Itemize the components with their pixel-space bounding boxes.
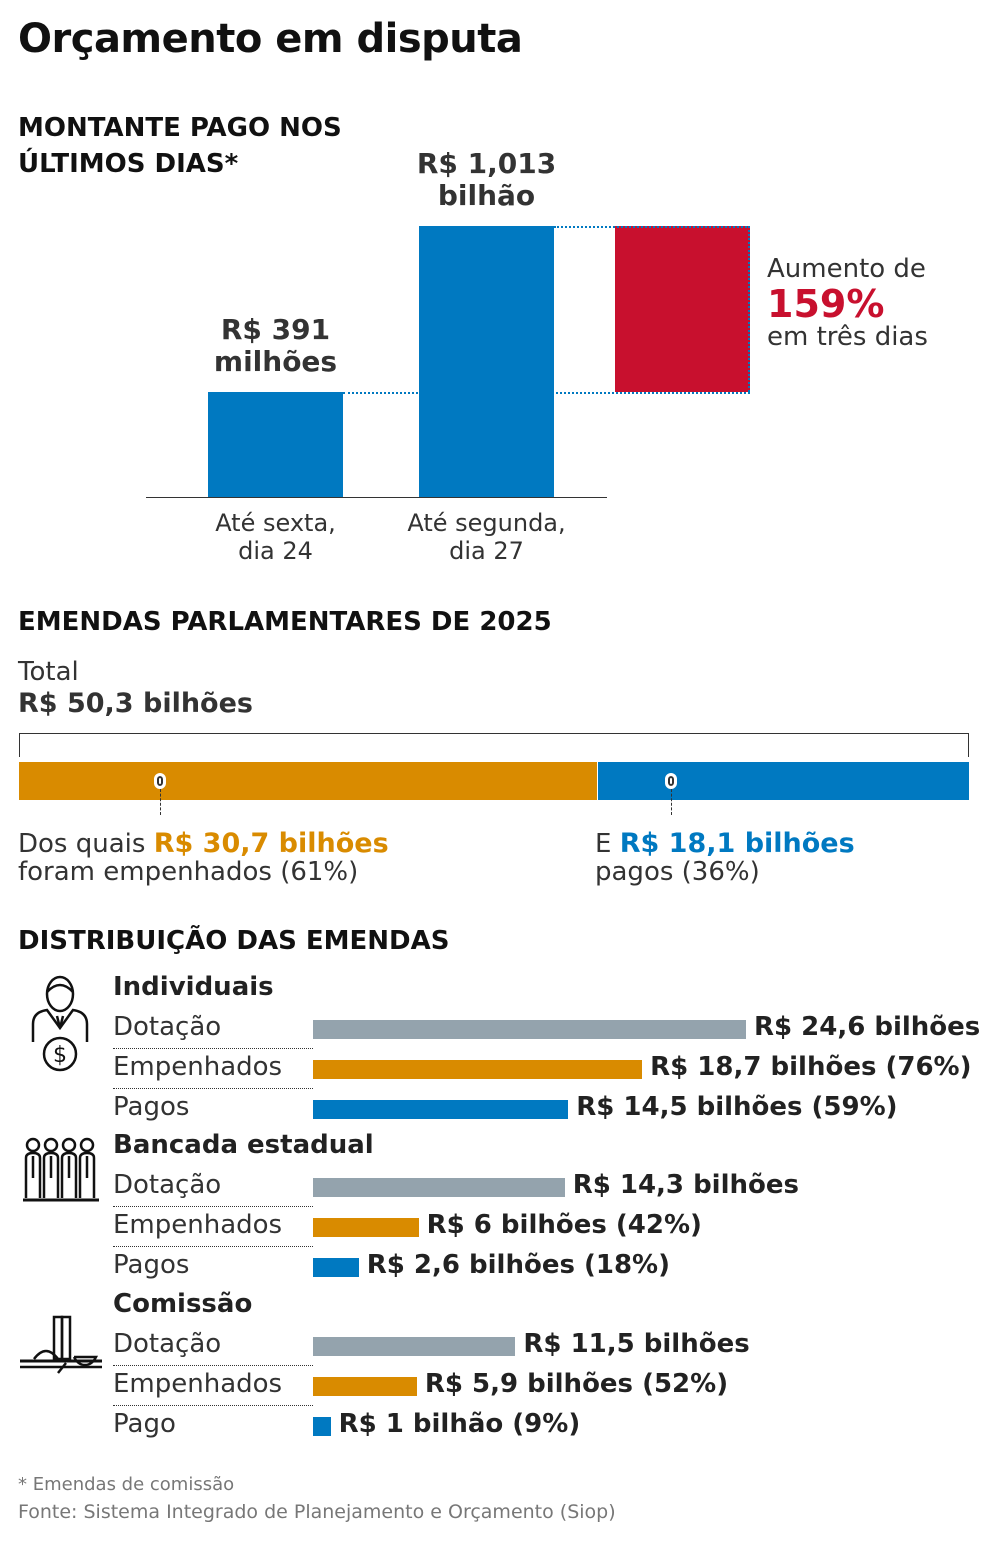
row-divider — [113, 1365, 313, 1366]
section-title-distribuicao: DISTRIBUIÇÃO DAS EMENDAS — [18, 926, 450, 956]
source: Fonte: Sistema Integrado de Planejamento… — [18, 1501, 616, 1523]
marker-pin-1 — [665, 773, 677, 789]
pagos-post: pagos (36%) — [595, 857, 760, 887]
marker-line-1 — [671, 789, 672, 815]
bar-label-line: milhões — [213, 345, 338, 379]
bar-value: R$ 18,7 bilhões (76%) — [650, 1052, 972, 1082]
guide-line-top — [554, 226, 750, 228]
row-divider — [113, 1206, 313, 1207]
increase-bar — [615, 226, 750, 393]
section-title-emendas: EMENDAS PARLAMENTARES DE 2025 — [18, 607, 552, 637]
emendas-stacked-bar — [19, 762, 969, 815]
montante-chart: R$ 391 milhões Até sexta, dia 24 R$ 1,013 bil… — [0, 140, 984, 580]
x-axis-line — [146, 497, 607, 498]
total-label: Total — [18, 657, 79, 687]
bar-value: R$ 14,3 bilhões — [572, 1170, 799, 1200]
empenhados-amount: R$ 30,7 bilhões — [153, 828, 389, 859]
bar-gray — [313, 1178, 565, 1197]
empenhados-post: foram empenhados (61%) — [18, 857, 359, 887]
bar-value: R$ 14,5 bilhões (59%) — [576, 1092, 898, 1122]
row-label: Empenhados — [113, 1210, 283, 1240]
bar-value: R$ 1 bilhão (9%) — [338, 1409, 581, 1439]
bar-orange — [313, 1218, 419, 1237]
bar-orange — [313, 1060, 643, 1079]
section-title-montante: MONTANTE PAGO NOS ÚLTIMOS DIAS* — [18, 113, 342, 179]
category-label-0: Até sexta, dia 24 — [215, 509, 336, 565]
bar-value: R$ 2,6 bilhões (18%) — [366, 1250, 670, 1280]
bar-value: R$ 11,5 bilhões — [523, 1329, 750, 1359]
bar-label-1: R$ 1,013 bilhão — [379, 148, 594, 212]
empenhados-pre: Dos quais — [18, 829, 154, 859]
total-bracket — [19, 733, 969, 757]
bar-orange — [313, 1377, 417, 1396]
group-title: Individuais — [113, 972, 274, 1002]
bar-value: R$ 5,9 bilhões (52%) — [424, 1369, 729, 1399]
segment-0 — [19, 762, 597, 800]
guide-line-right — [748, 226, 750, 393]
annotation-line1: Aumento de — [767, 254, 926, 284]
row-divider — [113, 1246, 313, 1247]
row-label: Pago — [113, 1409, 176, 1439]
segment-1 — [598, 762, 969, 800]
total-value: R$ 50,3 bilhões — [18, 688, 253, 719]
bar-label-0: R$ 391 milhões — [168, 314, 383, 378]
bar-1 — [419, 226, 554, 497]
category-label-1: Até segunda, dia 27 — [407, 509, 566, 565]
page-title: Orçamento em disputa — [18, 16, 523, 62]
group-title: Comissão — [113, 1289, 253, 1319]
empenhados-text: Dos quais R$ 30,7 bilhões foram empenhad… — [18, 828, 389, 887]
marker-line-0 — [160, 789, 161, 815]
bar-label-line: R$ 391 — [220, 313, 331, 347]
bar-blue — [313, 1258, 359, 1277]
guide-line-bottom — [343, 392, 750, 395]
bar-gray — [313, 1337, 516, 1356]
row-divider — [113, 1088, 313, 1089]
row-label: Dotação — [113, 1170, 222, 1200]
pagos-text: E R$ 18,1 bilhões pagos (36%) — [595, 828, 855, 887]
footnote: * Emendas de comissão — [18, 1474, 235, 1495]
bar-blue — [313, 1100, 569, 1119]
row-label: Pagos — [113, 1092, 190, 1122]
row-divider — [113, 1048, 313, 1049]
group-title: Bancada estadual — [113, 1130, 374, 1160]
bar-0 — [208, 392, 343, 497]
row-divider — [113, 1405, 313, 1406]
group-people-icon — [23, 1136, 99, 1210]
svg-text:$: $ — [53, 1043, 67, 1068]
pagos-amount: R$ 18,1 bilhões — [619, 828, 855, 859]
row-label: Dotação — [113, 1329, 222, 1359]
bar-gray — [313, 1020, 746, 1039]
bar-value: R$ 24,6 bilhões — [754, 1012, 981, 1042]
annotation-line2: em três dias — [767, 322, 928, 352]
bar-blue — [313, 1417, 331, 1436]
marker-pin-0 — [154, 773, 166, 789]
bar-label-line: bilhão — [437, 179, 536, 212]
row-label: Empenhados — [113, 1369, 283, 1399]
bar-value: R$ 6 bilhões (42%) — [426, 1210, 702, 1240]
politician-money-icon: $ — [25, 972, 95, 1086]
pagos-pre: E — [595, 829, 620, 859]
congress-building-icon — [18, 1315, 104, 1379]
row-label: Dotação — [113, 1012, 222, 1042]
annotation-value: 159% — [767, 282, 885, 326]
bar-label-line: R$ 1,013 — [416, 147, 557, 180]
row-label: Empenhados — [113, 1052, 283, 1082]
row-label: Pagos — [113, 1250, 190, 1280]
distribuicao-chart: $ Individuais Dotação R$ 24,6 bilhões Empenh… — [0, 960, 984, 1450]
